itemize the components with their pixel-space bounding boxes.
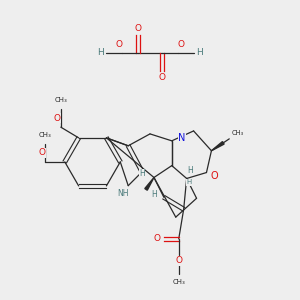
Text: O: O bbox=[153, 234, 161, 243]
Text: O: O bbox=[177, 40, 184, 50]
Text: O: O bbox=[53, 114, 60, 123]
Text: H: H bbox=[188, 166, 194, 175]
Text: O: O bbox=[158, 73, 165, 82]
Text: H: H bbox=[139, 169, 145, 178]
Text: H: H bbox=[97, 48, 104, 57]
Text: H: H bbox=[186, 179, 191, 185]
Polygon shape bbox=[145, 178, 154, 190]
Text: CH₃: CH₃ bbox=[39, 132, 51, 138]
Text: O: O bbox=[116, 40, 123, 50]
Text: CH₃: CH₃ bbox=[232, 130, 244, 136]
Text: CH₃: CH₃ bbox=[172, 278, 185, 284]
Text: O: O bbox=[38, 148, 46, 158]
Text: O: O bbox=[211, 170, 218, 181]
Text: O: O bbox=[175, 256, 182, 265]
Text: NH: NH bbox=[118, 189, 129, 198]
Text: H: H bbox=[151, 190, 157, 199]
Text: H: H bbox=[196, 48, 203, 57]
Text: CH₃: CH₃ bbox=[55, 98, 67, 103]
Text: N: N bbox=[178, 133, 185, 143]
Polygon shape bbox=[212, 142, 224, 151]
Text: O: O bbox=[135, 24, 142, 33]
